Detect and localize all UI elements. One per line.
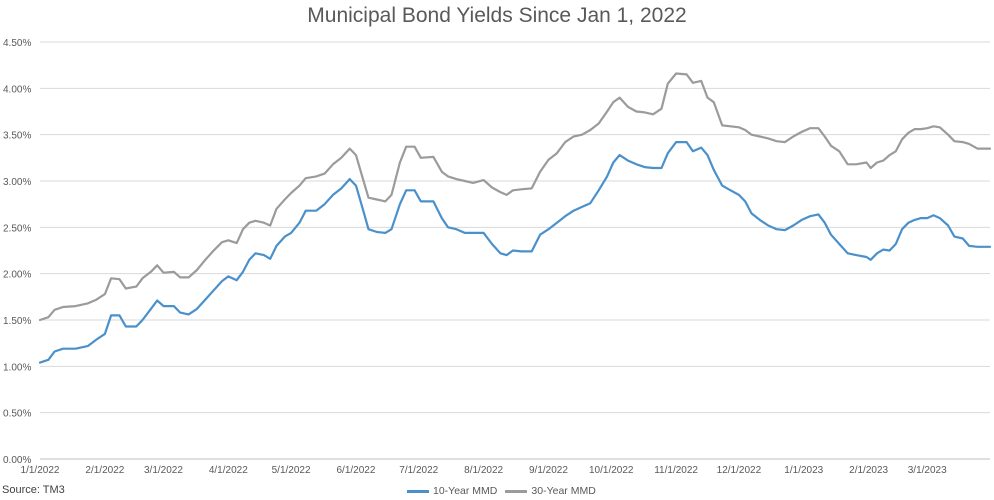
y-tick-label: 1.00% [3,362,31,373]
y-tick-label: 4.50% [3,38,31,49]
y-tick-label: 3.50% [3,131,31,142]
x-tick-label: 6/1/2022 [337,465,376,476]
x-tick-label: 1/1/2023 [784,465,823,476]
x-tick-label: 12/1/2022 [717,465,762,476]
y-tick-label: 2.50% [3,223,31,234]
x-tick-label: 10/1/2022 [589,465,634,476]
x-tick-label: 2/1/2023 [849,465,888,476]
legend-item-10-year: 10-Year MMD [407,485,497,497]
legend-label-30-year: 30-Year MMD [531,485,596,497]
x-tick-label: 5/1/2022 [272,465,311,476]
y-tick-label: 0.50% [3,409,31,420]
x-tick-label: 3/1/2022 [144,465,183,476]
series-line-10-year [38,141,992,364]
legend: 10-Year MMD 30-Year MMD [407,485,604,497]
y-tick-label: 4.00% [3,84,31,95]
legend-swatch-10-year [407,489,429,493]
chart-title: Municipal Bond Yields Since Jan 1, 2022 [307,4,687,27]
source-note: Source: TM3 [2,484,65,496]
x-tick-label: 3/1/2023 [908,465,947,476]
y-tick-label: 0.00% [3,455,31,466]
y-tick-label: 3.00% [3,177,31,188]
x-tick-label: 2/1/2022 [85,465,124,476]
y-tick-label: 1.50% [3,316,31,327]
gridlines [40,41,990,460]
x-tick-label: 8/1/2022 [464,465,503,476]
x-tick-label: 11/1/2022 [654,465,698,476]
x-axis-labels: 1/1/2022 2/1/2022 3/1/2022 4/1/2022 5/1/2022… [21,465,948,476]
x-tick-label: 4/1/2022 [209,465,248,476]
x-tick-label: 1/1/2022 [21,465,60,476]
legend-item-30-year: 30-Year MMD [505,485,596,497]
x-tick-label: 7/1/2022 [399,465,438,476]
legend-label-10-year: 10-Year MMD [433,485,498,497]
series-line-30-year [38,72,992,322]
x-tick-label: 9/1/2022 [529,465,568,476]
y-tick-label: 2.00% [3,270,31,281]
legend-swatch-30-year [505,489,528,493]
y-axis-labels: 0.00% 0.50% 1.00% 1.50% 2.00% 2.50% 3.00% 3.50%… [3,38,31,466]
series-lines [38,72,992,364]
